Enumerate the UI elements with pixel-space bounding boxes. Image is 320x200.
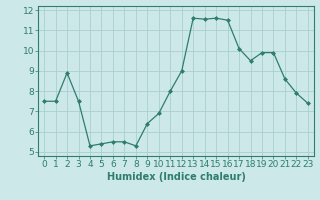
X-axis label: Humidex (Indice chaleur): Humidex (Indice chaleur): [107, 172, 245, 182]
